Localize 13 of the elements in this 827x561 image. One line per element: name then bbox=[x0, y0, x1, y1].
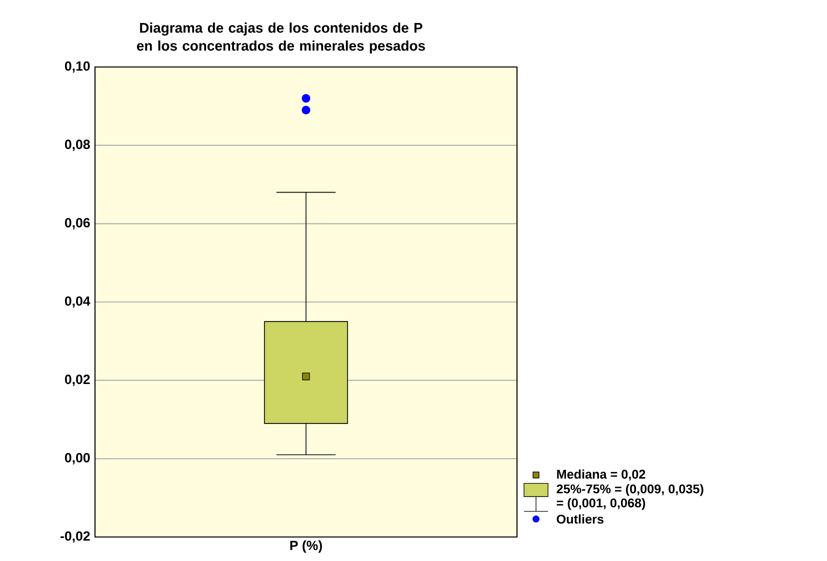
text: 25%-75% = (0,009, 0,035) bbox=[556, 484, 704, 496]
y-tick-label: 0,04 bbox=[64, 296, 90, 308]
y-tick-label: 0,00 bbox=[64, 453, 90, 464]
y-tick-label: 0,06 bbox=[64, 218, 90, 230]
text: Mediana = 0,02 bbox=[557, 469, 646, 481]
y-tick-label: 0,08 bbox=[64, 140, 90, 152]
text: = (0,001, 0,068) bbox=[556, 498, 646, 510]
x-tick-label: P (%) bbox=[290, 540, 322, 553]
text: Outliers bbox=[556, 514, 604, 524]
chart-title: Diagrama de cajas de los contenidos de P en los concentrados de minerales pesados bbox=[136, 22, 425, 54]
y-tick-label: -0,02 bbox=[60, 531, 90, 543]
y-tick-label: 0,10 bbox=[64, 61, 90, 73]
y-tick-label: 0,02 bbox=[64, 374, 90, 386]
